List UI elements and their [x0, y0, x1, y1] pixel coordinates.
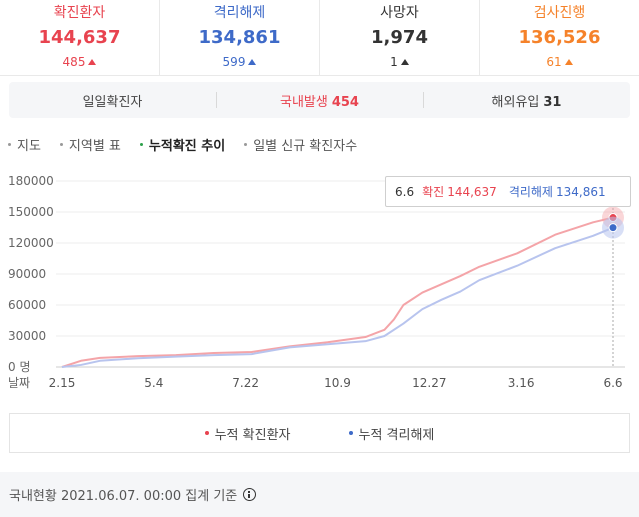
stat-delta-value: 61: [546, 55, 562, 69]
x-tick-label: 10.9: [324, 376, 351, 390]
tab-region-table[interactable]: 지역별 표: [59, 135, 121, 154]
tab-cumulative-trend[interactable]: 누적확진 추이: [139, 135, 226, 154]
stat-label: 확진환자: [53, 5, 106, 21]
x-axis-label: 날짜: [8, 376, 30, 390]
daily-overseas: 해외유입 31: [423, 91, 630, 110]
series-line-released: [61, 226, 614, 368]
chart-legend: 누적 확진환자 누적 격리해제: [9, 413, 630, 453]
stat-label: 격리해제: [213, 5, 266, 21]
x-tick-label: 3.16: [508, 376, 535, 390]
bullet-icon: [59, 142, 63, 146]
stat-delta: 485: [0, 54, 159, 70]
legend-label: 누적 확진환자: [214, 427, 291, 443]
stat-label: 사망자: [380, 5, 419, 21]
stat-value: 134,861: [198, 27, 281, 48]
y-tick-label: 180000: [8, 174, 54, 188]
arrow-up-icon: [88, 59, 97, 65]
daily-cases-bar: 일일확진자 국내발생 454 해외유입 31: [9, 82, 630, 118]
stat-value: 136,526: [518, 27, 601, 48]
stat-delta: 61: [480, 54, 639, 70]
stat-confirmed: 확진환자 144,637 485: [0, 0, 160, 75]
tab-label: 누적확진 추이: [148, 138, 226, 154]
daily-label-text: 일일확진자: [82, 94, 143, 110]
legend-dot-icon: [204, 431, 209, 435]
point-released: [608, 223, 618, 233]
x-tick-label: 6.6: [603, 376, 622, 390]
x-tick-label: 2.15: [49, 376, 76, 390]
y-tick-label: 90000: [8, 267, 46, 281]
tooltip-confirmed-label: 확진: [422, 185, 445, 199]
series-line-confirmed: [61, 216, 614, 368]
arrow-up-icon: [248, 59, 257, 65]
y-tick-label: 120000: [8, 236, 54, 250]
arrow-up-icon: [564, 59, 573, 65]
legend-dot-icon: [348, 431, 353, 435]
tooltip-released-value: 134,861: [555, 184, 606, 199]
stat-delta-value: 599: [222, 55, 246, 69]
tooltip-date: 6.6: [395, 184, 415, 199]
stat-released: 격리해제 134,861 599: [160, 0, 320, 75]
domestic-value: 454: [331, 94, 359, 110]
legend-label: 누적 격리해제: [358, 427, 435, 443]
stat-deaths: 사망자 1,974 1: [320, 0, 480, 75]
x-tick-label: 7.22: [232, 376, 259, 390]
x-tick-label: 5.4: [144, 376, 163, 390]
footer: 국내현황 2021.06.07. 00:00 집계 기준: [0, 472, 639, 517]
stat-value: 144,637: [38, 27, 121, 48]
stat-label: 검사진행: [533, 5, 586, 21]
bullet-icon: [139, 142, 143, 146]
overseas-label: 해외유입: [491, 94, 540, 110]
stat-delta: 599: [160, 54, 319, 70]
bullet-icon: [244, 142, 248, 146]
daily-domestic: 국내발생 454: [216, 91, 423, 110]
tooltip-confirmed-value: 144,637: [447, 184, 497, 199]
daily-label: 일일확진자: [9, 91, 216, 110]
y-tick-label: 30000: [8, 329, 46, 343]
stat-delta: 1: [320, 54, 479, 70]
info-icon[interactable]: [243, 488, 257, 501]
overseas-value: 31: [543, 94, 562, 110]
cumulative-chart[interactable]: 0 명 30000 60000 90000 120000 150000 180000 날짜 2.…: [0, 168, 639, 400]
footer-text: 국내현황 2021.06.07. 00:00 집계 기준: [9, 489, 238, 504]
stat-testing: 검사진행 136,526 61: [480, 0, 639, 75]
stat-value: 1,974: [371, 27, 428, 48]
y-tick-label: 150000: [8, 205, 54, 219]
summary-stats: 확진환자 144,637 485 격리해제 134,861 599 사망자 1,…: [0, 0, 639, 76]
stat-delta-value: 1: [390, 55, 398, 69]
x-tick-label: 12.27: [412, 376, 446, 390]
tab-label: 일별 신규 확진자수: [253, 138, 358, 154]
stat-delta-value: 485: [62, 55, 86, 69]
domestic-label: 국내발생: [280, 94, 328, 110]
tab-daily-new-cases[interactable]: 일별 신규 확진자수: [244, 135, 357, 154]
legend-item-confirmed[interactable]: 누적 확진환자: [204, 424, 291, 443]
tab-map[interactable]: 지도: [8, 135, 41, 154]
chart-tooltip: 6.6 확진 144,637 격리해제 134,861: [385, 176, 631, 207]
tab-label: 지도: [17, 138, 41, 154]
legend-item-released[interactable]: 누적 격리해제: [348, 424, 435, 443]
y-tick-label: 0 명: [8, 360, 31, 374]
tab-label: 지역별 표: [68, 138, 121, 154]
bullet-icon: [8, 142, 11, 146]
y-tick-label: 60000: [8, 298, 46, 312]
view-tabs: 지도 지역별 표 누적확진 추이 일별 신규 확진자수: [8, 134, 376, 154]
tooltip-released-label: 격리해제: [508, 185, 553, 199]
arrow-up-icon: [400, 59, 409, 65]
